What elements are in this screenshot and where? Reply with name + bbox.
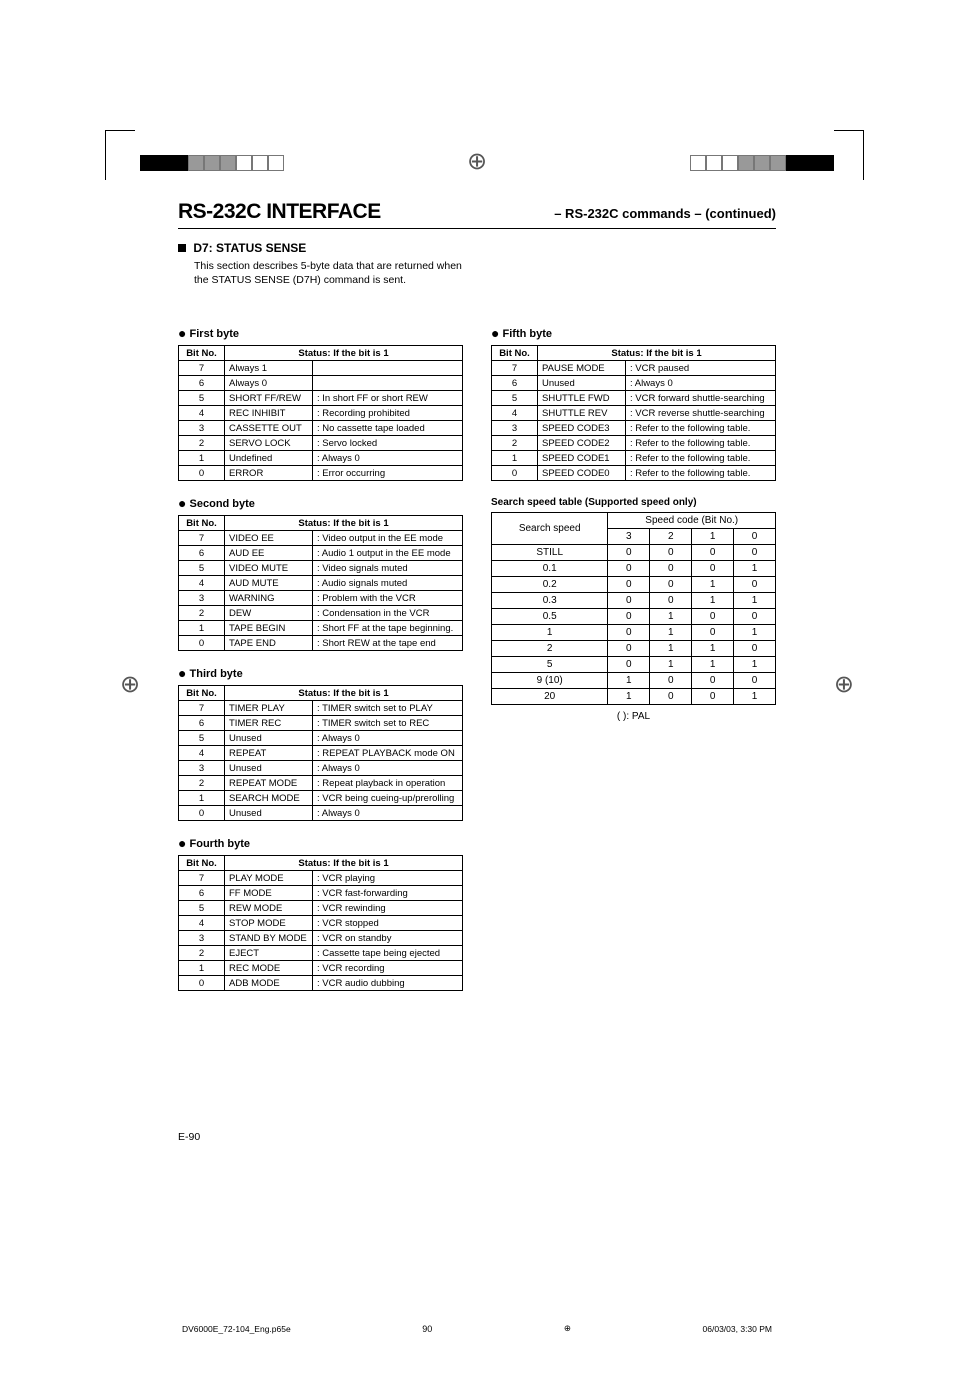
fifth-byte-table: Bit No.Status: If the bit is 17PAUSE MOD… — [491, 345, 776, 481]
speed-header-code: Speed code (Bit No.) — [608, 513, 776, 529]
fourth-byte-table: Bit No.Status: If the bit is 17PLAY MODE… — [178, 855, 463, 991]
footer-date: 06/03/03, 3:30 PM — [703, 1324, 772, 1334]
speed-row: 50111 — [492, 657, 776, 673]
speed-header-search: Search speed — [492, 513, 608, 545]
square-bullet-icon — [178, 244, 186, 252]
first-byte-table: Bit No.Status: If the bit is 17Always 16… — [178, 345, 463, 481]
speed-row: 0.50100 — [492, 609, 776, 625]
fifth-byte-title: ● Fifth byte — [491, 325, 776, 341]
speed-table-caption: Search speed table (Supported speed only… — [491, 497, 776, 508]
second-byte-title: ● Second byte — [178, 495, 463, 511]
third-byte-table: Bit No.Status: If the bit is 17TIMER PLA… — [178, 685, 463, 821]
footer-reg-icon: ⊕ — [564, 1323, 571, 1334]
speed-row: STILL0000 — [492, 545, 776, 561]
fourth-byte-title: ● Fourth byte — [178, 835, 463, 851]
page-title: RS-232C INTERFACE — [178, 200, 381, 224]
page-subtitle: – RS-232C commands – (continued) — [554, 206, 776, 221]
section-title: D7: STATUS SENSE — [178, 241, 776, 255]
section-intro: This section describes 5-byte data that … — [194, 259, 474, 287]
speed-row: 10101 — [492, 625, 776, 641]
speed-row: 201001 — [492, 689, 776, 705]
speed-table: Search speed Speed code (Bit No.) 3 2 1 … — [491, 512, 776, 705]
speed-row: 0.30011 — [492, 593, 776, 609]
first-byte-title: ● First byte — [178, 325, 463, 341]
footer-page: 90 — [422, 1324, 432, 1334]
page-number: E-90 — [178, 1131, 776, 1143]
left-column: ● First byte Bit No.Status: If the bit is… — [178, 311, 463, 991]
second-byte-table: Bit No.Status: If the bit is 17VIDEO EE:… — [178, 515, 463, 651]
speed-table-note: ( ): PAL — [491, 711, 776, 722]
footer: DV6000E_72-104_Eng.p65e 90 ⊕ 06/03/03, 3… — [178, 1323, 776, 1334]
speed-row: 20110 — [492, 641, 776, 657]
page-heading: RS-232C INTERFACE – RS-232C commands – (… — [178, 200, 776, 229]
right-column: ● Fifth byte Bit No.Status: If the bit is… — [491, 311, 776, 991]
speed-row: 0.10001 — [492, 561, 776, 577]
footer-file: DV6000E_72-104_Eng.p65e — [182, 1324, 291, 1334]
page-content: RS-232C INTERFACE – RS-232C commands – (… — [0, 0, 954, 1374]
third-byte-title: ● Third byte — [178, 665, 463, 681]
speed-row: 0.20010 — [492, 577, 776, 593]
speed-row: 9 (10)1000 — [492, 673, 776, 689]
